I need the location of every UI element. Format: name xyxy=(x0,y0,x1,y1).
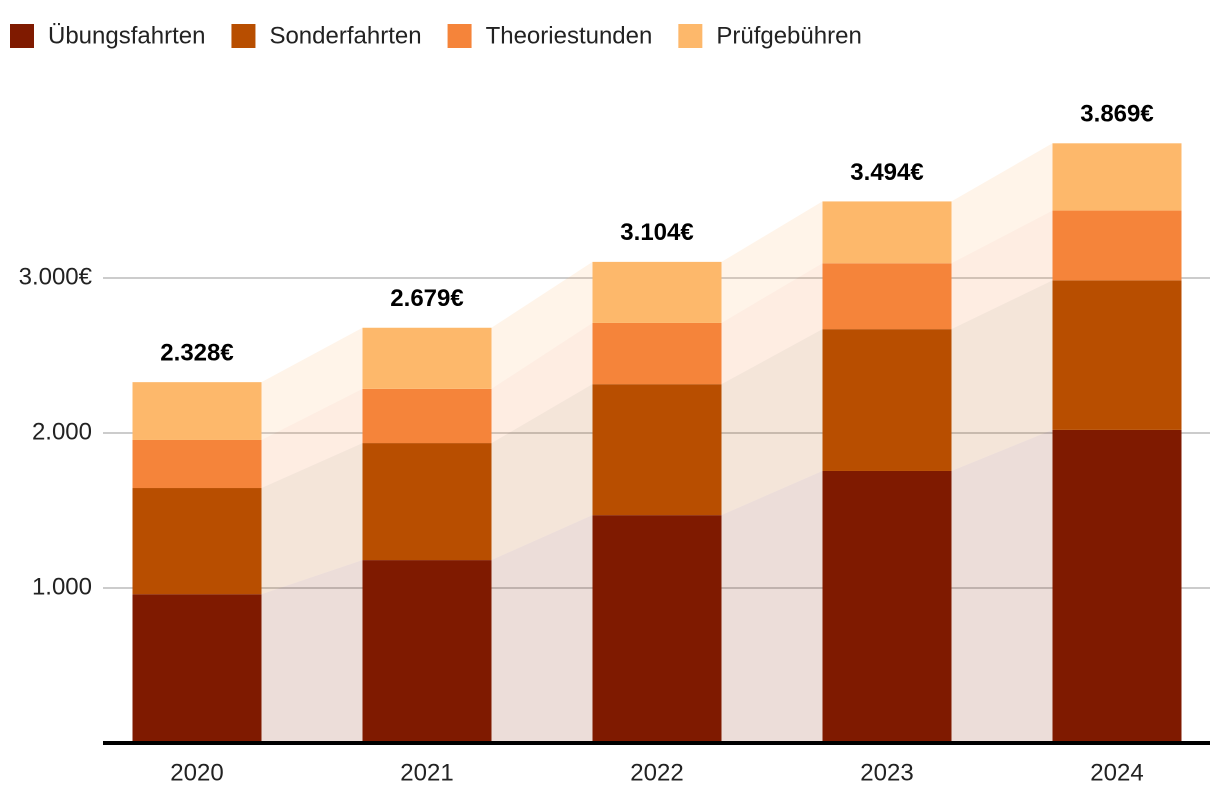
connector-band xyxy=(951,143,1053,264)
y-tick-label: 2.000 xyxy=(32,418,92,445)
connector-band xyxy=(951,280,1053,471)
bar-segment xyxy=(1052,429,1182,743)
bar-segment xyxy=(132,439,262,489)
legend-swatch xyxy=(10,24,34,48)
connector-band xyxy=(491,515,593,743)
legend-label: Übungsfahrten xyxy=(48,22,205,49)
bar-segment xyxy=(822,470,952,743)
x-tick-label: 2022 xyxy=(630,759,683,786)
connector-band xyxy=(491,261,593,389)
y-tick-label: 1.000 xyxy=(32,573,92,600)
x-tick-label: 2021 xyxy=(400,759,453,786)
total-label: 3.869€ xyxy=(1080,101,1153,128)
bar-segment xyxy=(1052,210,1182,281)
y-tick-label: 3.000€ xyxy=(19,263,93,290)
bar-segment xyxy=(362,560,492,743)
connector-band xyxy=(951,210,1053,330)
bar-segment xyxy=(822,329,952,471)
legend-swatch xyxy=(678,24,703,48)
bar-segment xyxy=(592,515,722,743)
connector-band xyxy=(491,322,593,444)
legend-label: Prüfgebühren xyxy=(716,22,861,49)
bar-segment xyxy=(822,263,952,330)
connector-band xyxy=(261,560,363,743)
bar-segment xyxy=(592,384,722,516)
connector-band xyxy=(261,388,363,489)
x-tick-label: 2023 xyxy=(860,759,913,786)
connector-band xyxy=(261,327,363,440)
bar-segment xyxy=(132,488,262,595)
bar-segment xyxy=(362,388,492,444)
bar-segment xyxy=(362,443,492,561)
bar-segment xyxy=(1052,143,1182,211)
connector-band xyxy=(721,470,823,743)
legend-swatch xyxy=(447,24,472,48)
connector-band xyxy=(721,263,823,385)
total-label: 2.328€ xyxy=(160,340,233,367)
bar-segment xyxy=(592,261,722,323)
bar-segment xyxy=(132,382,262,440)
connector-band xyxy=(721,329,823,516)
legend-label: Sonderfahrten xyxy=(269,22,421,49)
bar-segment xyxy=(1052,280,1182,430)
connector-band xyxy=(951,429,1053,743)
total-label: 3.494€ xyxy=(850,159,923,186)
x-tick-label: 2020 xyxy=(170,759,223,786)
connector-band xyxy=(491,384,593,561)
bar-segment xyxy=(592,322,722,385)
total-label: 2.679€ xyxy=(390,285,463,312)
bar-segment xyxy=(362,327,492,389)
bar-segment xyxy=(132,594,262,743)
x-tick-label: 2024 xyxy=(1090,759,1143,786)
connector-band xyxy=(261,443,363,595)
connector-band xyxy=(721,201,823,323)
legend-label: Theoriestunden xyxy=(486,22,653,49)
legend-swatch xyxy=(231,24,256,48)
bar-segment xyxy=(822,201,952,264)
total-label: 3.104€ xyxy=(620,219,693,246)
